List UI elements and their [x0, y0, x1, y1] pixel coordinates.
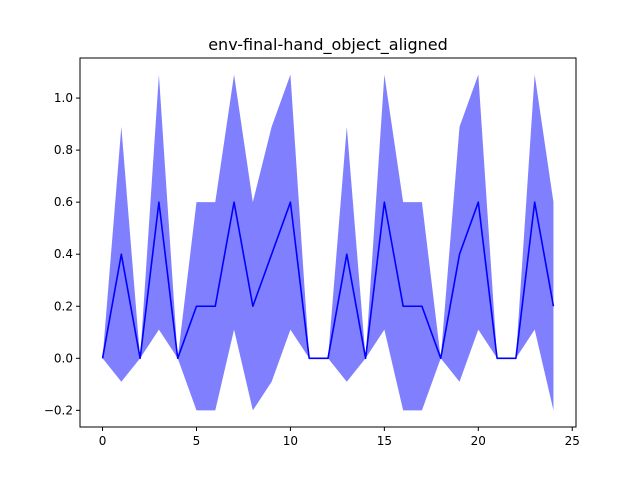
axes: 0 5 10 15 20 25 −0.2 0.0 0.2 0.4 0.6 0.8 1.0 [44, 57, 580, 448]
y-tick-label: 0.6 [54, 195, 73, 209]
x-tick-label: 10 [283, 434, 298, 448]
x-tick-label: 0 [99, 434, 107, 448]
plot-area [101, 74, 555, 411]
y-tick-label: 0.2 [54, 299, 73, 313]
chart-title: env-final-hand_object_aligned [208, 35, 448, 55]
y-tick-label: −0.2 [44, 403, 73, 417]
y-tick-label: 0.0 [54, 351, 73, 365]
series-0-band [102, 74, 554, 411]
y-tick-label: 0.4 [54, 247, 73, 261]
x-tick-label: 5 [193, 434, 201, 448]
y-tick-label: 0.8 [54, 143, 73, 157]
x-tick-label: 25 [565, 434, 580, 448]
x-tick-label: 20 [471, 434, 486, 448]
x-tick-label: 15 [377, 434, 392, 448]
axes-frame [79, 57, 577, 428]
y-tick-label: 1.0 [54, 91, 73, 105]
series-0-line [101, 201, 555, 360]
